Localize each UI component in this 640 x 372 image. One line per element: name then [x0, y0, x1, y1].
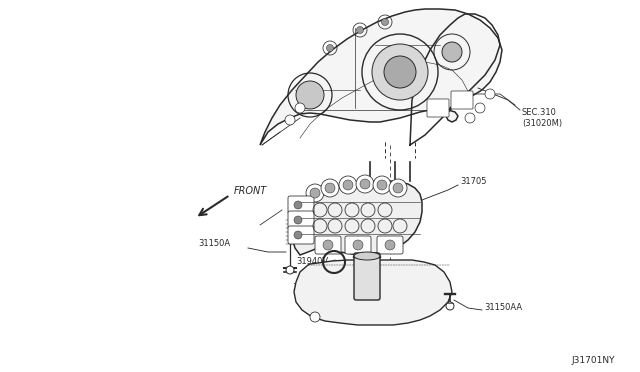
- Polygon shape: [292, 181, 422, 255]
- Circle shape: [285, 115, 295, 125]
- Text: 31720: 31720: [292, 283, 319, 292]
- FancyBboxPatch shape: [315, 236, 341, 254]
- Text: J31701NY: J31701NY: [572, 356, 615, 365]
- Circle shape: [310, 188, 320, 198]
- Circle shape: [485, 89, 495, 99]
- Circle shape: [286, 266, 294, 274]
- Circle shape: [356, 175, 374, 193]
- FancyBboxPatch shape: [345, 236, 371, 254]
- Circle shape: [356, 26, 364, 33]
- Circle shape: [323, 240, 333, 250]
- Circle shape: [377, 180, 387, 190]
- Circle shape: [295, 103, 305, 113]
- Circle shape: [310, 312, 320, 322]
- Polygon shape: [294, 260, 452, 325]
- Circle shape: [296, 81, 324, 109]
- Circle shape: [393, 183, 403, 193]
- Circle shape: [373, 176, 391, 194]
- Circle shape: [294, 201, 302, 209]
- FancyBboxPatch shape: [427, 99, 449, 117]
- Circle shape: [389, 179, 407, 197]
- Circle shape: [360, 179, 370, 189]
- Circle shape: [321, 179, 339, 197]
- Polygon shape: [260, 9, 502, 145]
- Circle shape: [306, 184, 324, 202]
- Circle shape: [385, 240, 395, 250]
- Circle shape: [326, 45, 333, 51]
- FancyBboxPatch shape: [288, 196, 314, 214]
- Circle shape: [475, 103, 485, 113]
- Text: 31150A: 31150A: [198, 240, 230, 248]
- Circle shape: [465, 113, 475, 123]
- Text: 31705: 31705: [460, 177, 486, 186]
- Text: 31940V: 31940V: [296, 257, 328, 266]
- Text: FRONT: FRONT: [234, 186, 268, 196]
- Text: 31150AA: 31150AA: [484, 304, 522, 312]
- Circle shape: [372, 44, 428, 100]
- Circle shape: [339, 176, 357, 194]
- Ellipse shape: [354, 252, 380, 260]
- FancyBboxPatch shape: [451, 91, 473, 109]
- Circle shape: [381, 19, 388, 26]
- Circle shape: [384, 56, 416, 88]
- FancyBboxPatch shape: [288, 226, 314, 244]
- FancyBboxPatch shape: [377, 236, 403, 254]
- Circle shape: [343, 180, 353, 190]
- Circle shape: [325, 183, 335, 193]
- Circle shape: [294, 231, 302, 239]
- FancyBboxPatch shape: [288, 211, 314, 229]
- Circle shape: [294, 216, 302, 224]
- Circle shape: [442, 42, 462, 62]
- Circle shape: [446, 302, 454, 310]
- Text: SEC.310
(31020M): SEC.310 (31020M): [522, 108, 562, 128]
- FancyBboxPatch shape: [354, 253, 380, 300]
- Circle shape: [353, 240, 363, 250]
